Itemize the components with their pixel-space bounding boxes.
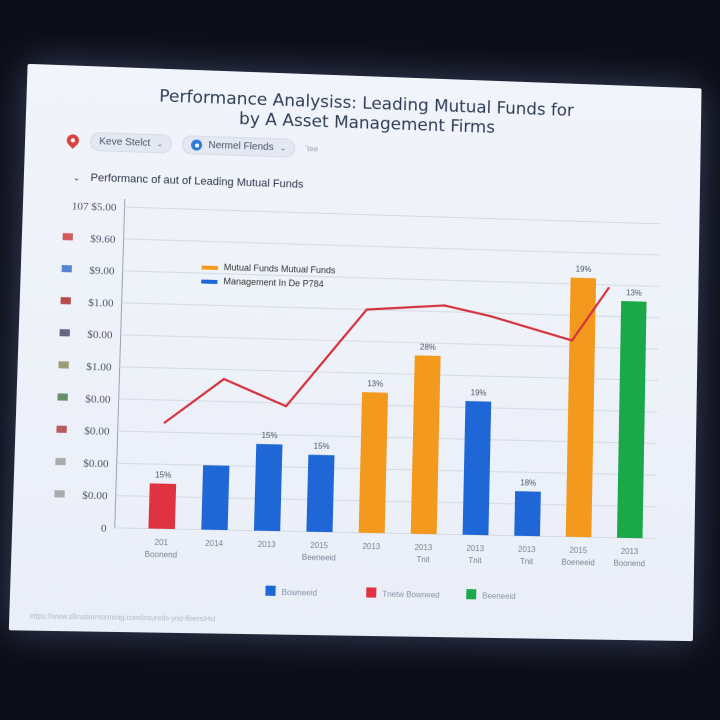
bar-value-label: 19% xyxy=(471,388,487,397)
chart-screen: Performance Analysiss: Leading Mutual Fu… xyxy=(8,63,702,642)
x-tick-sublabel: Beeneeid xyxy=(302,553,336,563)
bar-value-label: 19% xyxy=(576,265,592,274)
y-tick-label: $0.00 xyxy=(87,329,113,342)
flag-icon xyxy=(58,361,69,369)
x-tick-label: 2013 xyxy=(258,540,277,549)
bar-value-label: 15% xyxy=(155,470,172,479)
gridline xyxy=(125,207,661,224)
flag-icon xyxy=(57,393,68,401)
legend-label: Beeneeid xyxy=(482,591,516,601)
legend-label: Mutual Funds Mutual Funds xyxy=(224,262,336,275)
gridline xyxy=(124,239,660,255)
bar-value-label: 13% xyxy=(367,379,383,388)
x-tick-sublabel: Tnit xyxy=(520,557,534,566)
y-tick-label: $0.00 xyxy=(85,393,111,406)
bar xyxy=(201,465,230,531)
bar-value-label: 15% xyxy=(261,431,277,440)
y-tick-label: $1.00 xyxy=(88,297,114,310)
bar xyxy=(514,491,541,537)
bar xyxy=(253,443,283,532)
chart-svg: 107 $5.00 $9.60 $9.00 $1.00 $0.00 $1.00 $0.00 $… xyxy=(54,64,702,601)
bar xyxy=(358,392,389,534)
y-tick-label: 107 $5.00 xyxy=(72,200,117,213)
flag-icon xyxy=(54,490,65,498)
flag-icon xyxy=(62,233,73,241)
y-tick-label: 0 xyxy=(101,523,107,535)
x-tick-label: 2015 xyxy=(310,541,329,550)
legend-swatch xyxy=(366,587,377,598)
flag-icon xyxy=(59,329,70,337)
bar-value-label: 18% xyxy=(520,478,536,487)
legend-label: Bowneeid xyxy=(281,588,317,598)
y-axis-line xyxy=(115,199,125,528)
y-tick-label: $1.00 xyxy=(86,361,112,374)
x-tick-label: 2013 xyxy=(362,542,381,551)
x-tick-label: 2015 xyxy=(569,546,587,555)
legend-swatch xyxy=(466,589,477,600)
flag-icon xyxy=(61,265,72,273)
y-tick-label: $0.00 xyxy=(83,458,109,471)
y-tick-label: $9.60 xyxy=(90,233,116,246)
bar-value-label: 13% xyxy=(626,288,642,297)
bar xyxy=(306,454,335,533)
x-tick-label: 2013 xyxy=(621,547,639,556)
bar xyxy=(148,483,177,530)
bar xyxy=(462,401,492,536)
bar-value-label: 28% xyxy=(420,342,436,351)
legend-swatch xyxy=(265,585,276,596)
x-tick-label: 2013 xyxy=(466,544,484,553)
legend-swatch xyxy=(201,279,218,284)
flag-icon xyxy=(60,297,71,305)
y-tick-label: $0.00 xyxy=(84,425,110,438)
flag-icon xyxy=(55,457,66,466)
bar xyxy=(410,355,441,535)
y-tick-label: $9.00 xyxy=(89,265,115,278)
x-tick-label: 201 xyxy=(154,538,168,547)
bar xyxy=(565,277,597,538)
y-tick-label: $0.00 xyxy=(82,490,108,503)
x-tick-sublabel: Tnit xyxy=(468,556,482,565)
x-tick-label: 2013 xyxy=(414,543,432,552)
x-tick-sublabel: Boonend xyxy=(613,559,645,569)
x-tick-label: 2014 xyxy=(205,539,224,548)
bar-value-label: 15% xyxy=(314,442,330,451)
legend-label: Tnetw Bowneed xyxy=(382,590,440,600)
legend-swatch xyxy=(201,265,218,270)
x-tick-sublabel: Boonend xyxy=(144,550,177,560)
legend-label: Management In De P784 xyxy=(223,276,323,289)
bar xyxy=(616,300,647,539)
flag-icon xyxy=(56,425,67,433)
x-tick-sublabel: Boeneeid xyxy=(561,558,594,568)
x-tick-sublabel: Tnit xyxy=(416,555,430,564)
x-tick-label: 2013 xyxy=(518,545,536,554)
